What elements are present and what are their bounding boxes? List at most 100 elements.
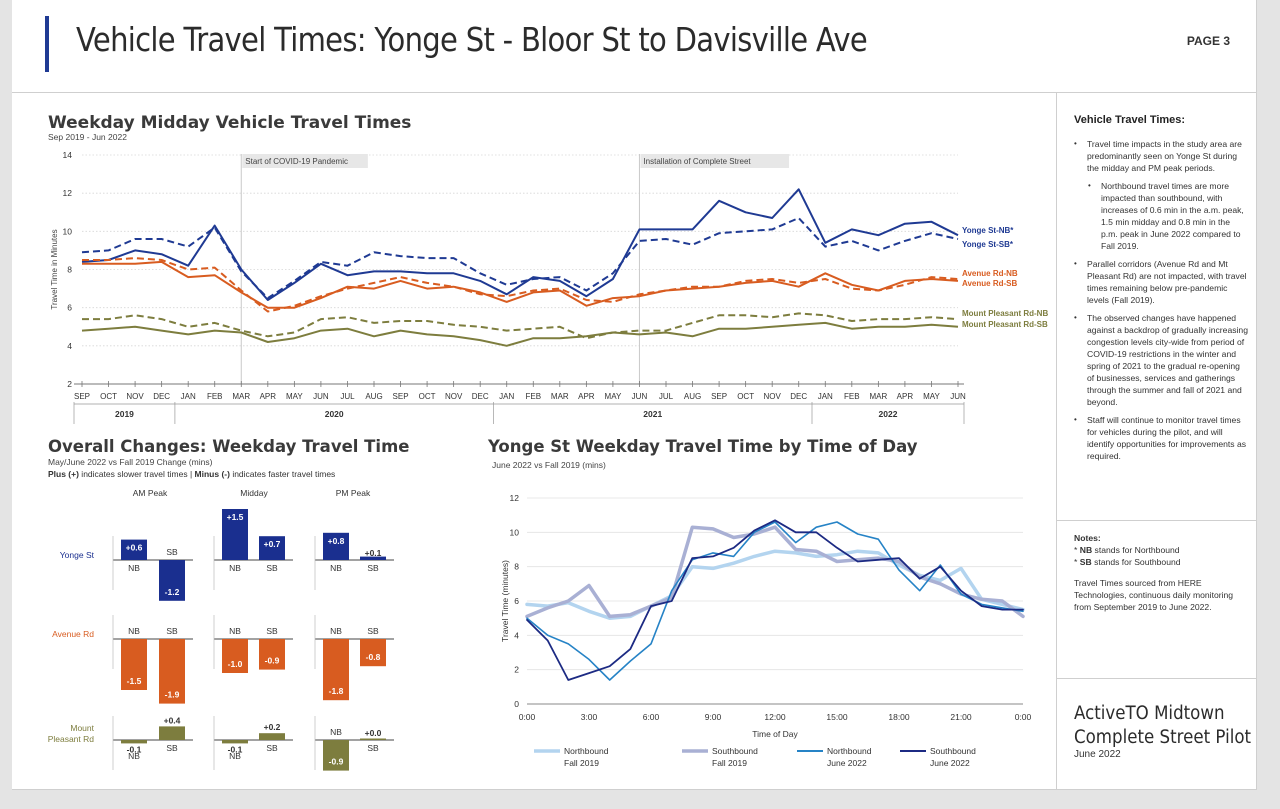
x-tick-label: NOV — [764, 392, 782, 401]
direction-label: NB — [128, 563, 140, 573]
legend-label: Southbound — [930, 746, 976, 756]
bar-value-label: -1.0 — [228, 659, 243, 669]
y-tick-label: 2 — [67, 379, 72, 389]
chart-subtitle: June 2022 vs Fall 2019 (mins) — [492, 460, 606, 470]
note-nb: * NB stands for Northbound — [1074, 545, 1180, 555]
list-item: Staff will continue to monitor travel ti… — [1074, 414, 1249, 462]
bar-value-label: +0.1 — [365, 548, 382, 558]
series-label: Avenue Rd-SB — [962, 279, 1017, 288]
x-tick-label: AUG — [365, 392, 382, 401]
bar — [159, 639, 185, 704]
x-tick-label: 18:00 — [888, 712, 910, 722]
year-label: 2019 — [115, 409, 134, 419]
series-label: Mount Pleasant Rd-NB — [962, 309, 1048, 318]
bar — [259, 639, 285, 670]
year-label: 2022 — [879, 409, 898, 419]
bar — [159, 560, 185, 601]
bar — [360, 556, 386, 560]
y-tick-label: 2 — [514, 665, 519, 675]
note-nb-text: stands for Northbound — [1092, 545, 1180, 555]
series-line — [526, 521, 1024, 681]
bar — [323, 740, 349, 771]
x-tick-label: MAR — [551, 392, 569, 401]
direction-label: NB — [229, 626, 241, 636]
bar-value-label: -0.1 — [127, 744, 142, 754]
bar-value-label: +0.6 — [126, 543, 143, 553]
y-tick-label: 12 — [510, 493, 520, 503]
x-tick-label: OCT — [100, 392, 117, 401]
page-title: Vehicle Travel Times: Yonge St - Bloor S… — [76, 20, 868, 59]
chart-title: Overall Changes: Weekday Travel Time — [48, 437, 409, 456]
x-tick-label: JAN — [499, 392, 514, 401]
row-label: Yonge St — [60, 550, 95, 560]
page-number: PAGE 3 — [1186, 34, 1230, 48]
direction-label: SB — [266, 626, 278, 636]
x-tick-label: MAY — [286, 392, 303, 401]
x-tick-label: DEC — [153, 392, 170, 401]
title-accent-bar — [45, 16, 49, 72]
y-tick-label: 10 — [510, 527, 520, 537]
series-label: Mount Pleasant Rd-SB — [962, 320, 1048, 329]
bar-value-label: +0.4 — [164, 715, 181, 725]
legend-label: Northbound — [827, 746, 872, 756]
legend-label: Southbound — [712, 746, 758, 756]
sidebar-divider — [1056, 92, 1057, 789]
x-tick-label: DEC — [472, 392, 489, 401]
project-title-line1: ActiveTO Midtown — [1074, 703, 1225, 724]
x-tick-label: APR — [578, 392, 595, 401]
bar-value-label: -1.5 — [127, 676, 142, 686]
legend-period: Fall 2019 — [564, 758, 599, 768]
y-tick-label: 8 — [67, 265, 72, 275]
bar-value-label: +0.0 — [365, 728, 382, 738]
series-label: Yonge St-SB* — [962, 240, 1014, 249]
bar-value-label: +0.7 — [264, 539, 281, 549]
legend-period: June 2022 — [930, 758, 970, 768]
x-tick-label: MAR — [232, 392, 250, 401]
series-line — [525, 525, 1025, 619]
note-sb-key: SB — [1079, 557, 1092, 567]
note-sb-text: stands for Southbound — [1091, 557, 1181, 567]
overall-changes-chart: Overall Changes: Weekday Travel TimeMay/… — [48, 437, 409, 771]
bar-legend-note: Plus (+) indicates slower travel times |… — [48, 469, 335, 479]
x-tick-label: OCT — [419, 392, 436, 401]
x-tick-label: JUN — [950, 392, 966, 401]
sidebar-notes: Notes: * NB stands for Northbound * SB s… — [1057, 520, 1256, 679]
project-title: ActiveTO Midtown Complete Street Pilot — [1074, 702, 1251, 750]
bar — [222, 509, 248, 560]
annotation-label: Installation of Complete Street — [643, 157, 751, 166]
x-tick-label: 15:00 — [826, 712, 848, 722]
chart-title: Yonge St Weekday Travel Time by Time of … — [487, 437, 918, 456]
legend-label: Northbound — [564, 746, 609, 756]
bar — [323, 532, 349, 560]
sidebar-bullets: Travel time impacts in the study area ar… — [1074, 138, 1249, 468]
note-nb-key: NB — [1079, 545, 1093, 555]
time-of-day-chart: Yonge St Weekday Travel Time by Time of … — [487, 437, 1032, 768]
y-tick-label: 10 — [63, 226, 73, 236]
project-title-line2: Complete Street Pilot — [1074, 727, 1252, 748]
sidebar-heading: Vehicle Travel Times: — [1074, 114, 1186, 126]
bar-value-label: -0.9 — [329, 757, 344, 767]
x-tick-label: FEB — [844, 392, 860, 401]
y-axis-label: Travel Time (minutes) — [500, 560, 510, 642]
x-tick-label: 6:00 — [643, 712, 660, 722]
sidebar-summary: Vehicle Travel Times: Travel time impact… — [1057, 92, 1256, 521]
bar-value-label: +0.8 — [328, 536, 345, 546]
direction-label: SB — [166, 743, 178, 753]
list-item: Travel time impacts in the study area ar… — [1074, 138, 1249, 174]
x-tick-label: JUN — [632, 392, 648, 401]
y-tick-label: 6 — [514, 596, 519, 606]
x-tick-label: SEP — [393, 392, 409, 401]
direction-label: NB — [330, 626, 342, 636]
list-item: The observed changes have happened again… — [1074, 312, 1249, 408]
x-tick-label: FEB — [207, 392, 223, 401]
direction-label: SB — [266, 743, 278, 753]
chart-title: Weekday Midday Vehicle Travel Times — [48, 113, 411, 133]
x-tick-label: APR — [897, 392, 914, 401]
series-label: Avenue Rd-NB — [962, 269, 1018, 278]
legend-period: June 2022 — [827, 758, 867, 768]
bar-value-label: +1.5 — [227, 512, 244, 522]
direction-label: NB — [128, 751, 140, 761]
x-tick-label: 9:00 — [705, 712, 722, 722]
direction-label: SB — [166, 626, 178, 636]
